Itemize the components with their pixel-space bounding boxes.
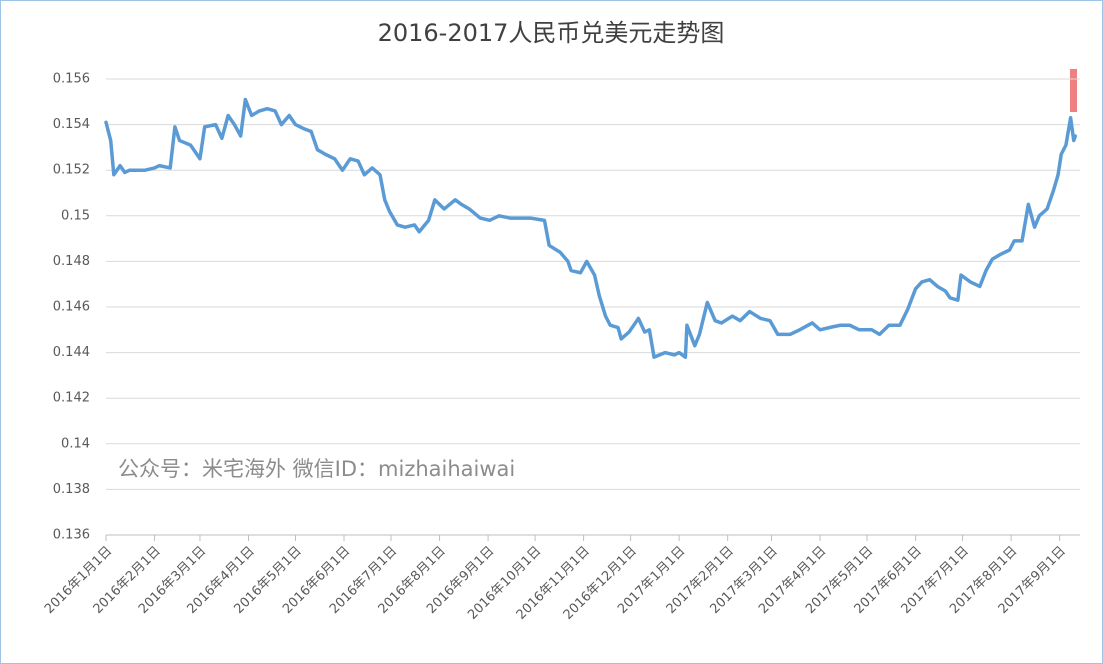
y-tick-label: 0.156 <box>53 72 90 87</box>
y-tick-label: 0.154 <box>53 117 90 132</box>
y-tick-label: 0.138 <box>53 482 90 497</box>
chart-title: 2016-2017人民币兑美元走势图 <box>378 19 725 47</box>
y-tick-label: 0.144 <box>53 345 90 360</box>
highlight <box>1070 69 1077 112</box>
y-tick-label: 0.142 <box>53 391 90 406</box>
y-tick-label: 0.14 <box>61 436 90 451</box>
watermark: 公众号：米宅海外 微信ID：mizhaihaiwai <box>118 457 515 481</box>
y-tick-label: 0.146 <box>53 300 90 315</box>
y-tick-label: 0.148 <box>53 254 90 269</box>
y-tick-label: 0.136 <box>53 528 90 543</box>
y-tick-label: 0.152 <box>53 163 90 178</box>
line <box>104 97 1078 359</box>
y-tick-label: 0.15 <box>61 208 90 223</box>
